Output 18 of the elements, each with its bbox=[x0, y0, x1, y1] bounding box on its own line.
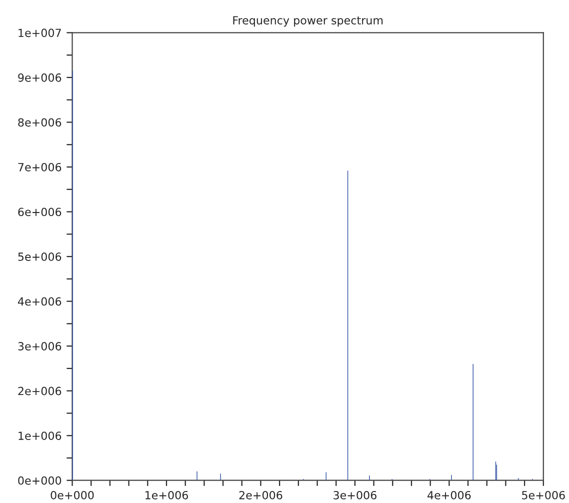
x-tick-label: 0e+000 bbox=[50, 490, 94, 500]
y-tick-label: 9e+006 bbox=[18, 73, 62, 82]
y-tick-label: 6e+006 bbox=[18, 208, 62, 216]
x-tick-label: 4e+006 bbox=[428, 490, 471, 500]
x-tick-label: 2e+006 bbox=[239, 490, 282, 500]
x-tick-label: 3e+006 bbox=[334, 490, 376, 500]
y-tick-label: 3e+006 bbox=[18, 342, 62, 350]
y-tick-label: 4e+006 bbox=[18, 297, 62, 306]
x-tick-label: 5e+006 bbox=[522, 490, 565, 500]
y-tick-label: 1e+007 bbox=[18, 28, 61, 38]
y-tick-label: 5e+006 bbox=[18, 252, 62, 261]
y-tick-label: 8e+006 bbox=[18, 118, 62, 127]
y-tick-label: 1e+006 bbox=[18, 432, 62, 440]
y-tick-label: 0e+000 bbox=[18, 476, 62, 485]
x-tick-label: 1e+006 bbox=[145, 490, 188, 500]
chart-title: Frequency power spectrum bbox=[233, 16, 383, 27]
y-tick-label: 7e+006 bbox=[18, 162, 62, 172]
y-tick-label: 2e+006 bbox=[18, 386, 62, 396]
